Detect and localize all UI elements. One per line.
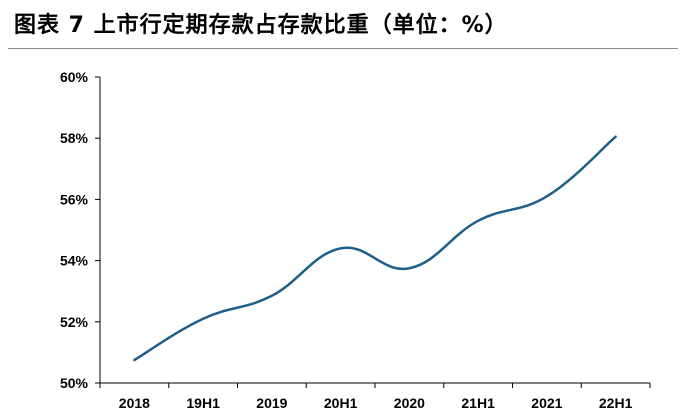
title-divider <box>8 48 678 49</box>
y-tick-label: 50% <box>60 375 89 391</box>
y-tick-label: 58% <box>60 130 89 146</box>
x-tick-label: 2019 <box>256 395 287 411</box>
y-tick-label: 56% <box>60 191 89 207</box>
series-line <box>133 135 617 362</box>
x-tick-labels: 2018 19H1 2019 20H1 2020 21H1 2021 22H1 <box>119 395 633 411</box>
x-tick-label: 2018 <box>119 395 150 411</box>
x-tick-label: 21H1 <box>461 395 495 411</box>
y-tick-label: 60% <box>60 69 89 85</box>
x-tick-label: 22H1 <box>599 395 633 411</box>
y-tick-label: 52% <box>60 314 89 330</box>
x-tick-label: 19H1 <box>186 395 220 411</box>
x-tick-label: 2021 <box>531 395 562 411</box>
x-tick-label: 20H1 <box>324 395 358 411</box>
chart-title: 图表 7 上市行定期存款占存款比重（单位：%） <box>14 13 508 38</box>
y-tick-labels: 50% 52% 54% 56% 58% 60% <box>60 69 89 391</box>
chart-series <box>133 135 617 362</box>
y-tick-label: 54% <box>60 253 89 269</box>
x-tick-label: 2020 <box>394 395 425 411</box>
chart-axes <box>95 76 651 388</box>
